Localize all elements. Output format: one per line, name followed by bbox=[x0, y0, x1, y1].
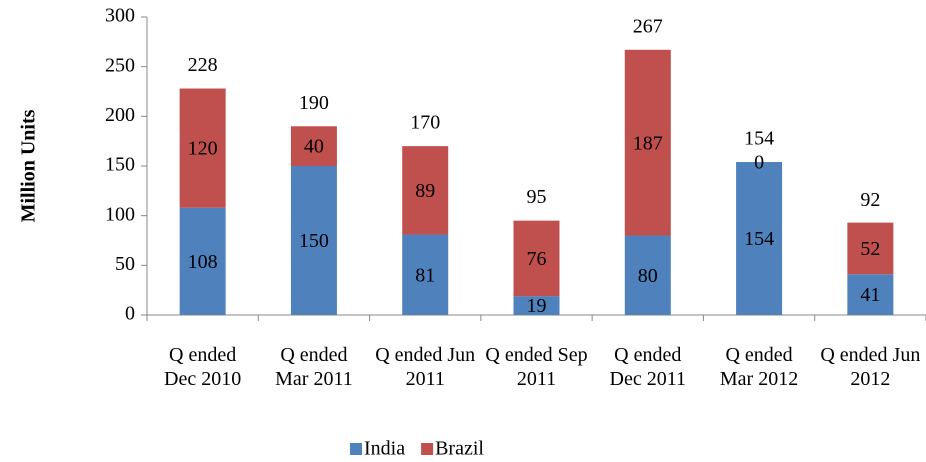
value-label: 150 bbox=[299, 230, 329, 252]
bar-segment bbox=[402, 146, 449, 235]
bar-segment bbox=[402, 234, 449, 315]
bar-segment bbox=[847, 222, 894, 275]
y-tick-label: 150 bbox=[105, 154, 135, 176]
legend-label: India bbox=[364, 438, 405, 460]
x-tick-label: Q ended Mar 2011 bbox=[275, 344, 353, 390]
value-label: 81 bbox=[415, 264, 435, 286]
y-tick-label: 300 bbox=[105, 5, 135, 27]
value-label: 41 bbox=[860, 284, 880, 306]
x-tick-label: Q ended Jun 2012 bbox=[820, 344, 921, 390]
x-tick-label: Q ended Dec 2011 bbox=[609, 344, 687, 390]
total-label: 154 bbox=[744, 128, 774, 150]
bar-segment bbox=[513, 296, 560, 315]
x-tick-label: Q ended Jun 2011 bbox=[375, 344, 476, 390]
value-label: 76 bbox=[527, 248, 547, 270]
value-label: 52 bbox=[860, 238, 880, 260]
bar-segment bbox=[179, 88, 226, 208]
value-label: 154 bbox=[744, 228, 774, 250]
y-axis-label: Million Units bbox=[18, 109, 40, 222]
bar-segment bbox=[624, 49, 671, 236]
value-label: 89 bbox=[415, 180, 435, 202]
legend-swatch bbox=[421, 443, 434, 455]
value-label: 19 bbox=[527, 295, 547, 317]
y-tick-label: 50 bbox=[115, 253, 135, 275]
value-label: 187 bbox=[633, 132, 663, 154]
value-label: 40 bbox=[304, 136, 324, 158]
bar-segment bbox=[736, 162, 783, 315]
value-label: 120 bbox=[188, 138, 218, 160]
bar-segment bbox=[624, 235, 671, 315]
total-label: 170 bbox=[410, 112, 440, 134]
y-tick-label: 200 bbox=[105, 104, 135, 126]
bar-segment bbox=[290, 166, 337, 315]
legend-label: Brazil bbox=[435, 438, 484, 460]
total-label: 267 bbox=[633, 15, 663, 37]
bar-segment bbox=[513, 220, 560, 297]
total-label: 190 bbox=[299, 92, 329, 114]
x-tick-label: Q ended Mar 2012 bbox=[719, 344, 799, 390]
x-tick-label: Q ended Dec 2010 bbox=[164, 344, 242, 390]
y-tick-label: 0 bbox=[125, 303, 135, 325]
bar-segment bbox=[179, 207, 226, 315]
value-label: 108 bbox=[188, 251, 218, 273]
value-label: 0 bbox=[754, 152, 764, 174]
value-label: 80 bbox=[638, 265, 658, 287]
bar-segment bbox=[847, 274, 894, 315]
x-tick-label: Q ended Sep 2011 bbox=[485, 344, 588, 390]
y-tick-label: 100 bbox=[105, 203, 135, 225]
y-tick-label: 250 bbox=[105, 54, 135, 76]
total-label: 95 bbox=[527, 186, 547, 208]
total-label: 228 bbox=[188, 54, 218, 76]
total-label: 92 bbox=[860, 189, 880, 211]
bar-segment bbox=[290, 126, 337, 166]
legend-swatch bbox=[350, 443, 362, 455]
